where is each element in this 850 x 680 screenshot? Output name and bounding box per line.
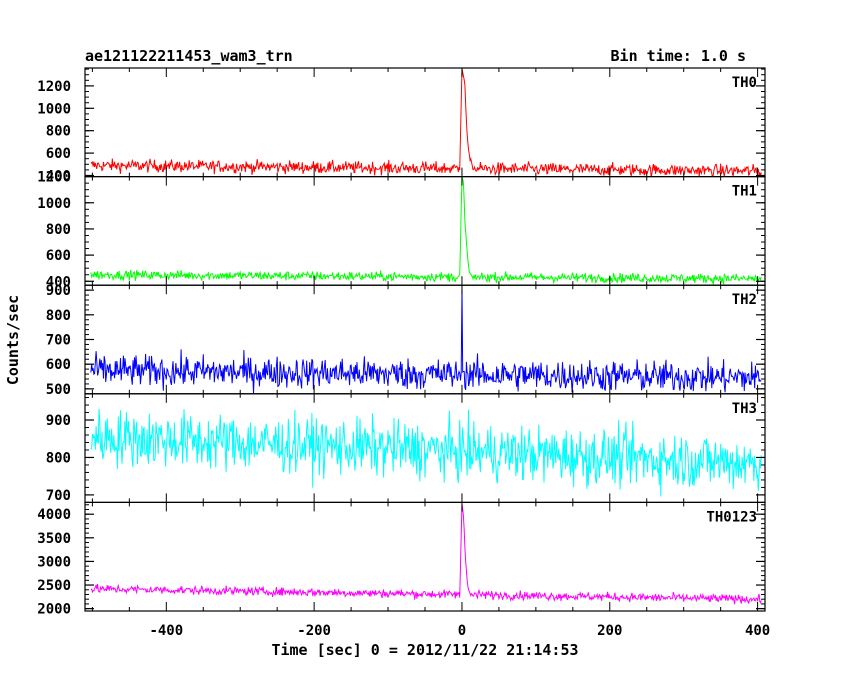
y-tick-label: 400 [46,274,71,290]
y-tick-label: 500 [46,382,71,398]
y-tick-label: 900 [46,283,71,299]
y-tick-label: 800 [46,124,71,140]
panel-label-th0123: TH0123 [706,509,757,525]
y-tick-label: 600 [46,146,71,162]
series-line-th2 [90,286,762,394]
series-line-th0 [90,68,762,177]
panel-label-th1: TH1 [732,184,757,200]
x-tick-label: 200 [597,623,622,639]
series-line-th3 [90,408,762,497]
y-tick-label: 1200 [37,79,71,95]
y-tick-label: 900 [46,413,71,429]
y-tick-label: 700 [46,333,71,349]
panel-label-th3: TH3 [732,401,757,417]
y-tick-label: 1000 [37,196,71,212]
chart-title: ae121122211453_wam3_trn [85,47,293,65]
x-tick-label: -200 [297,623,331,639]
x-axis: -400 -200 0 200 400 [149,623,770,639]
y-tick-label: 3500 [37,531,71,547]
y-tick-label: 800 [46,222,71,238]
y-tick-label: 4000 [37,507,71,523]
x-tick-label: 400 [745,623,770,639]
panel-th3: 700 800 900 TH3 [46,393,766,504]
panel-label-th0: TH0 [732,75,757,91]
panel-frame [84,501,766,612]
y-tick-label: 600 [46,248,71,264]
y-tick-label: 400 [46,168,71,184]
y-axis-label: Counts/sec [4,295,22,385]
y-tick-label: 3000 [37,554,71,570]
panel-th1: 400 600 800 1000 1200 TH1 [37,170,766,290]
y-tick-label: 2000 [37,602,71,618]
panel-th2: 500 600 700 800 900 TH2 [46,283,766,398]
series-line-th0123 [90,503,762,605]
y-tick-label: 700 [46,488,71,504]
x-axis-label: Time [sec] 0 = 2012/11/22 21:14:53 [271,641,578,659]
y-tick-label: 2500 [37,578,71,594]
bin-time-label: Bin time: 1.0 s [611,47,746,65]
y-tick-label: 600 [46,357,71,373]
y-tick-label: 800 [46,450,71,466]
panel-label-th2: TH2 [732,292,757,308]
y-tick-label: 1200 [37,170,71,186]
panels: 400 600 800 1000 1200 TH0 400 600 800 1000 1200 TH1… [37,67,766,618]
series-line-th1 [90,176,762,286]
panel-frame [84,176,766,286]
panel-frame [84,67,766,178]
y-tick-label: 1000 [37,101,71,117]
x-tick-label: -400 [149,623,183,639]
y-tick-label: 800 [46,308,71,324]
panel-th0: 400 600 800 1000 1200 TH0 [37,67,766,184]
x-tick-label: 0 [458,623,466,639]
panel-th0123: 2000 2500 3000 3500 4000 TH0123 [37,501,766,618]
